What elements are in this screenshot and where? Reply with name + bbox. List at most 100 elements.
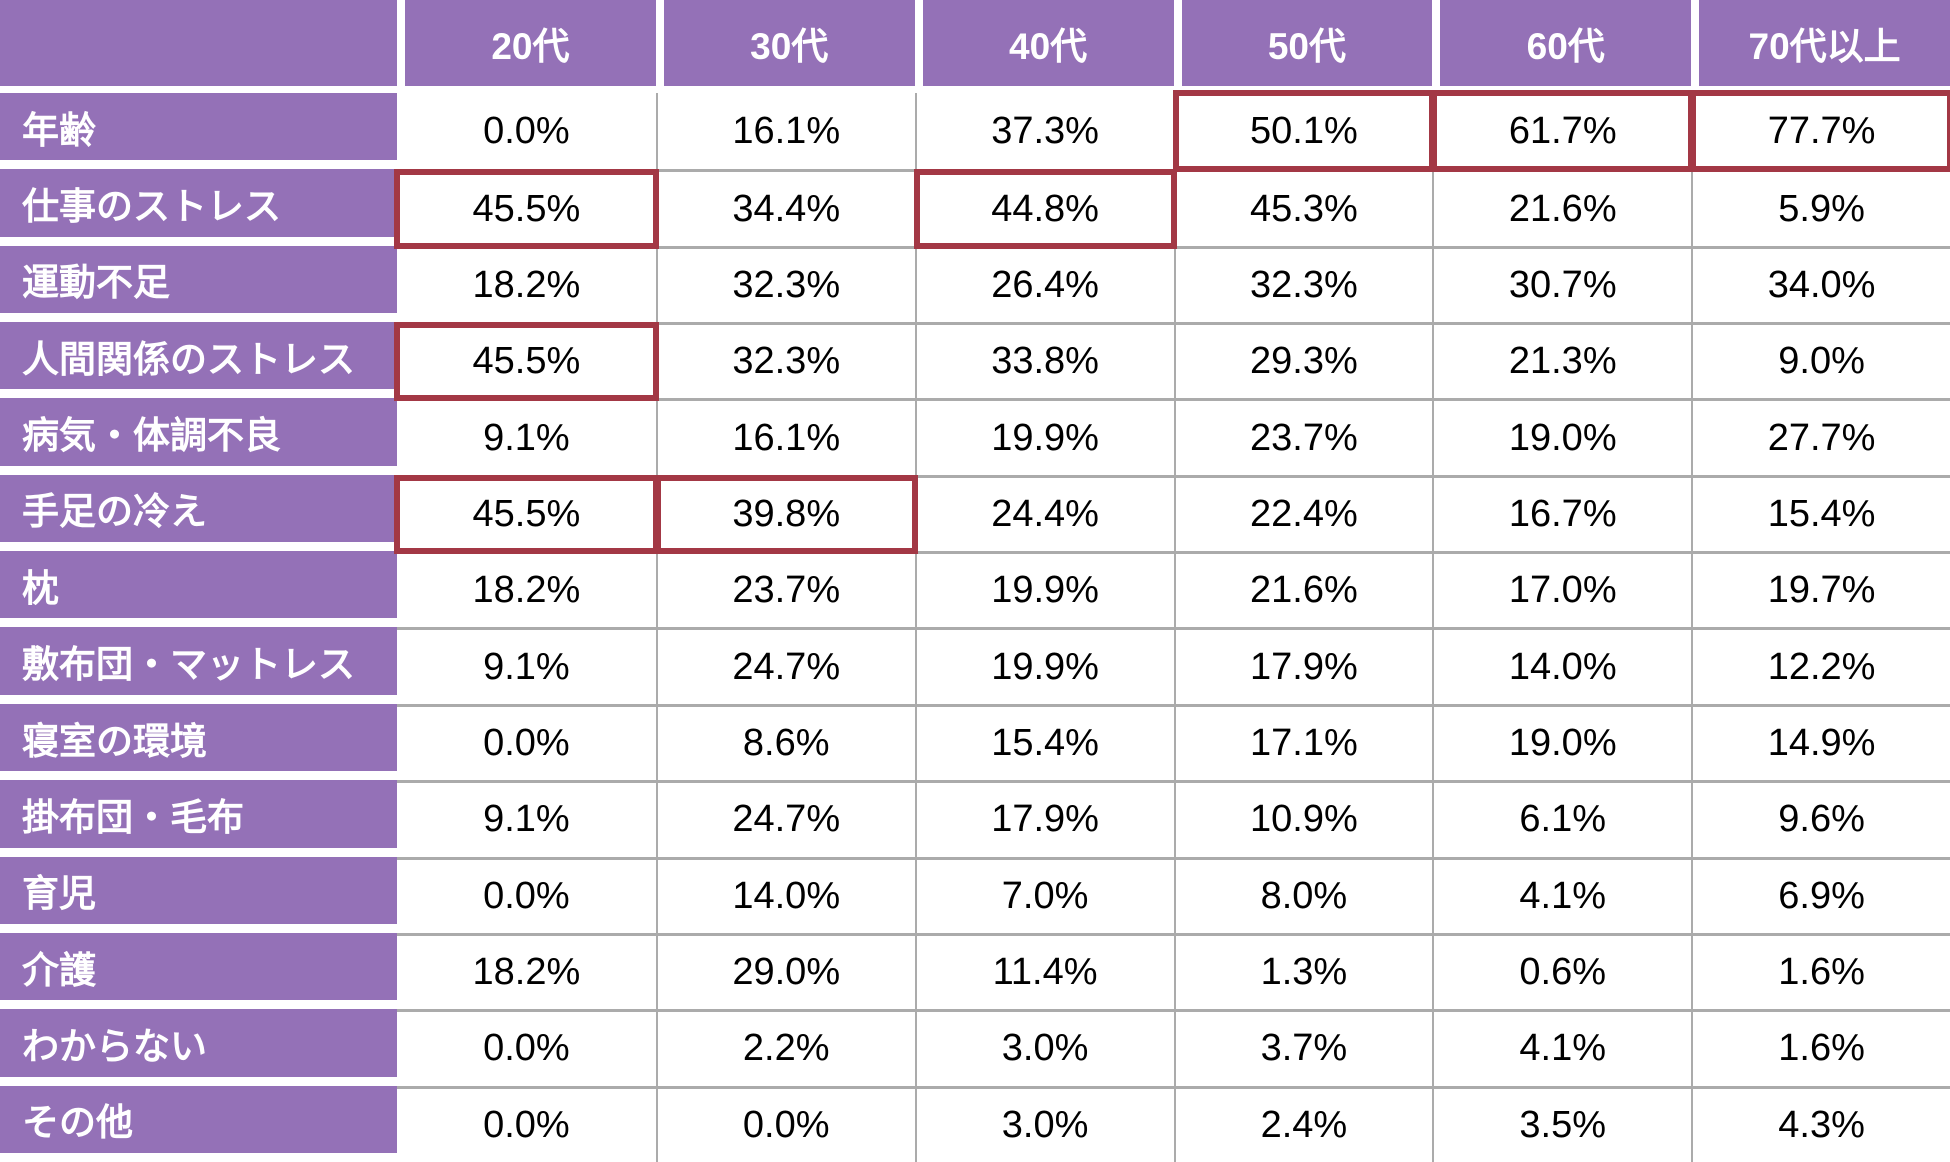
data-cell: 29.3% [1173, 322, 1433, 399]
data-cell: 9.1% [397, 398, 656, 475]
data-cell: 45.5% [394, 474, 659, 555]
data-cell: 21.6% [1432, 169, 1692, 246]
data-cell: 16.1% [655, 398, 915, 475]
data-cell: 1.3% [1173, 932, 1433, 1010]
data-cell: 3.0% [914, 1009, 1174, 1086]
row-label: 敷布団・マットレス [0, 627, 397, 704]
data-cell: 18.2% [397, 245, 656, 323]
data-cell: 39.8% [654, 474, 918, 555]
data-cell: 32.3% [655, 322, 915, 399]
row-label: 掛布団・毛布 [0, 780, 397, 857]
data-cell: 0.0% [397, 1085, 656, 1162]
data-cell: 3.0% [914, 1085, 1174, 1162]
data-cell: 19.9% [914, 627, 1174, 704]
column-header: 20代 [397, 0, 656, 93]
data-cell: 0.0% [397, 703, 656, 781]
data-cell: 26.4% [914, 245, 1174, 323]
data-cell: 29.0% [655, 932, 915, 1010]
data-cell: 16.1% [655, 93, 915, 170]
data-cell: 17.9% [1173, 627, 1433, 704]
data-cell: 14.0% [655, 856, 915, 933]
column-header: 70代以上 [1691, 0, 1950, 93]
column-header: 60代 [1432, 0, 1692, 93]
data-cell: 6.1% [1432, 780, 1692, 857]
data-cell: 4.3% [1691, 1085, 1950, 1162]
data-cell: 21.6% [1173, 551, 1433, 628]
row-label: 病気・体調不良 [0, 398, 397, 475]
data-cell: 10.9% [1173, 780, 1433, 857]
data-cell: 19.9% [914, 398, 1174, 475]
data-cell: 27.7% [1691, 398, 1950, 475]
data-cell: 11.4% [914, 932, 1174, 1010]
data-cell: 0.6% [1432, 932, 1692, 1010]
data-cell: 17.0% [1432, 551, 1692, 628]
data-cell: 3.5% [1432, 1085, 1692, 1162]
row-label: 介護 [0, 932, 397, 1010]
data-cell: 9.6% [1691, 780, 1950, 857]
row-label: 人間関係のストレス [0, 322, 397, 399]
data-cell: 45.5% [394, 169, 659, 250]
data-cell: 0.0% [397, 93, 656, 170]
data-cell: 9.0% [1691, 322, 1950, 399]
data-cell: 0.0% [397, 1009, 656, 1086]
corner-cell [0, 0, 397, 93]
data-cell: 44.8% [913, 169, 1177, 250]
data-cell: 15.4% [1691, 474, 1950, 552]
data-cell: 23.7% [655, 551, 915, 628]
row-label: 寝室の環境 [0, 703, 397, 781]
data-cell: 5.9% [1691, 169, 1950, 246]
data-cell: 37.3% [914, 93, 1174, 170]
row-label: わからない [0, 1009, 397, 1086]
data-cell: 14.9% [1691, 703, 1950, 781]
data-cell: 16.7% [1432, 474, 1692, 552]
data-cell: 19.0% [1432, 398, 1692, 475]
data-cell: 61.7% [1431, 89, 1694, 173]
data-cell: 19.7% [1691, 551, 1950, 628]
data-cell: 0.0% [397, 856, 656, 933]
data-cell: 17.9% [914, 780, 1174, 857]
data-cell: 24.7% [655, 780, 915, 857]
data-cell: 4.1% [1432, 856, 1692, 933]
data-cell: 23.7% [1173, 398, 1433, 475]
row-label: 運動不足 [0, 245, 397, 323]
data-cell: 19.0% [1432, 703, 1692, 781]
column-header: 40代 [914, 0, 1174, 93]
data-cell: 14.0% [1432, 627, 1692, 704]
data-cell: 9.1% [397, 780, 656, 857]
data-cell: 0.0% [655, 1085, 915, 1162]
data-cell: 34.4% [655, 169, 915, 246]
data-cell: 1.6% [1691, 932, 1950, 1010]
data-cell: 2.4% [1173, 1085, 1433, 1162]
data-cell: 19.9% [914, 551, 1174, 628]
data-cell: 1.6% [1691, 1009, 1950, 1086]
data-cell: 34.0% [1691, 245, 1950, 323]
data-cell: 17.1% [1173, 703, 1433, 781]
data-cell: 3.7% [1173, 1009, 1433, 1086]
data-cell: 45.5% [394, 322, 659, 402]
data-cell: 9.1% [397, 627, 656, 704]
data-cell: 18.2% [397, 551, 656, 628]
data-cell: 6.9% [1691, 856, 1950, 933]
row-label: 手足の冷え [0, 474, 397, 552]
column-header: 30代 [655, 0, 915, 93]
data-cell: 18.2% [397, 932, 656, 1010]
data-cell: 32.3% [655, 245, 915, 323]
data-cell: 24.4% [914, 474, 1174, 552]
row-label: 枕 [0, 551, 397, 628]
data-cell: 8.6% [655, 703, 915, 781]
data-cell: 12.2% [1691, 627, 1950, 704]
data-cell: 77.7% [1690, 89, 1950, 173]
data-cell: 24.7% [655, 627, 915, 704]
data-cell: 50.1% [1172, 89, 1436, 173]
data-cell: 15.4% [914, 703, 1174, 781]
data-cell: 22.4% [1173, 474, 1433, 552]
data-cell: 8.0% [1173, 856, 1433, 933]
column-header: 50代 [1173, 0, 1433, 93]
row-label: その他 [0, 1085, 397, 1162]
row-label: 仕事のストレス [0, 169, 397, 246]
data-cell: 2.2% [655, 1009, 915, 1086]
data-cell: 30.7% [1432, 245, 1692, 323]
data-cell: 45.3% [1173, 169, 1433, 246]
data-cell: 7.0% [914, 856, 1174, 933]
